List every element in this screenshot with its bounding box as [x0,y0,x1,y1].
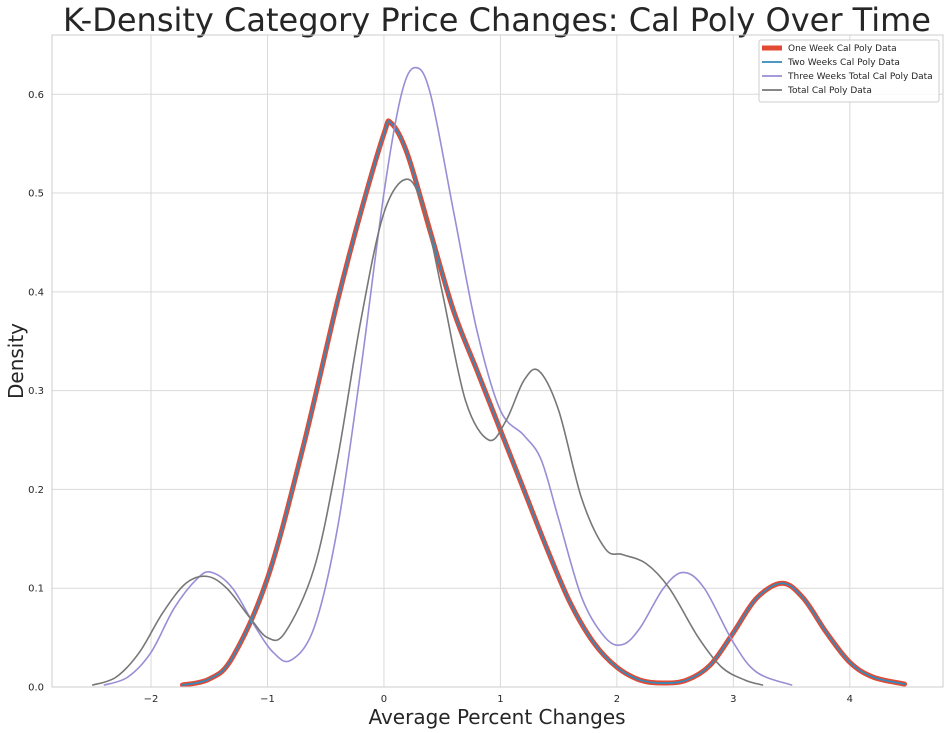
series-layer [91,66,908,688]
series-line-3 [103,66,793,686]
x-ticks: −2 −1 0 1 2 3 4 [144,694,853,705]
legend-label: One Week Cal Poly Data [788,44,897,54]
series-line-1 [179,118,908,688]
y-tick-label: 0.4 [28,287,44,298]
x-tick-label: 3 [730,694,736,705]
x-tick-label: −2 [144,694,159,705]
legend-label: Three Weeks Total Cal Poly Data [787,72,933,82]
y-tick-label: 0.6 [28,90,44,101]
grid [52,35,943,688]
x-tick-label: 1 [497,694,503,705]
x-axis-label: Average Percent Changes [368,705,625,729]
plot-frame [51,34,944,688]
series-line-2 [181,120,906,686]
legend-label: Total Cal Poly Data [787,86,872,96]
legend-box [758,39,940,103]
chart-title: K-Density Category Price Changes: Cal Po… [63,1,931,39]
x-tick-label: −1 [260,694,275,705]
legend-label: Two Weeks Cal Poly Data [787,58,900,68]
x-tick-label: 4 [847,694,853,705]
x-tick-label: 0 [381,694,387,705]
y-tick-label: 0.5 [28,189,44,200]
y-tick-label: 0.2 [28,485,44,496]
y-ticks: 0.0 0.1 0.2 0.3 0.4 0.5 0.6 [28,90,44,694]
x-tick-label: 2 [614,694,620,705]
y-tick-label: 0.3 [28,386,44,397]
y-axis-label: Density [4,323,28,399]
y-tick-label: 0.1 [28,584,44,595]
y-tick-label: 0.0 [28,683,44,694]
series-line-4 [91,178,764,686]
legend: One Week Cal Poly Data Two Weeks Cal Poly… [758,39,940,103]
